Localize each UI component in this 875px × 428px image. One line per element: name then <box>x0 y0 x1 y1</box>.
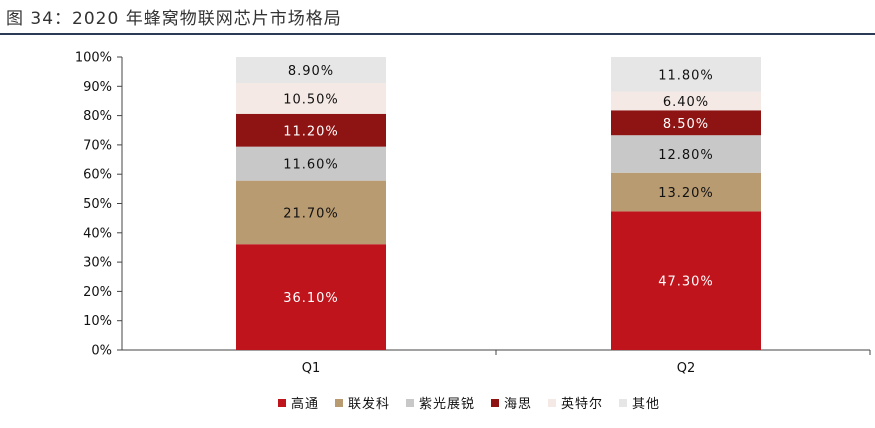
bar-segment <box>236 57 386 84</box>
legend-label: 联发科 <box>348 396 390 412</box>
y-tick-label: 40% <box>83 226 112 241</box>
data-label: 8.50% <box>663 117 709 132</box>
legend-label: 高通 <box>291 396 319 412</box>
legend-label: 海思 <box>504 397 532 412</box>
legend: 高通 联发科 紫光展锐 海思 英特尔 其他 <box>278 396 660 412</box>
data-label: 11.20% <box>283 124 339 139</box>
data-label: 10.50% <box>283 92 339 107</box>
data-label: 21.70% <box>283 206 339 221</box>
bar-segment <box>611 110 761 136</box>
bars-layer: 36.10% 21.70% 11.60% 11.20% 10.50% 8.90% 47.30… <box>236 57 761 350</box>
legend-swatch <box>491 399 499 407</box>
bar-segment <box>611 57 761 92</box>
bar-segment <box>236 244 386 350</box>
bar-segment <box>611 135 761 173</box>
data-label: 11.80% <box>658 68 714 83</box>
data-label: 47.30% <box>658 275 714 290</box>
x-tick-label: Q1 <box>302 361 321 376</box>
legend-swatch <box>548 399 556 407</box>
legend-label: 其他 <box>632 397 660 412</box>
legend-swatch <box>619 399 627 407</box>
bar-segment <box>611 91 761 111</box>
legend-swatch <box>406 399 414 407</box>
legend-swatch <box>335 399 343 407</box>
data-label: 12.80% <box>658 148 714 163</box>
bar-segment <box>236 180 386 245</box>
y-tick-label: 90% <box>83 80 112 95</box>
bar-segment <box>611 211 761 350</box>
legend-swatch <box>278 399 286 407</box>
bar-segment <box>236 113 386 147</box>
y-tick-label: 60% <box>83 168 112 183</box>
bar-segment <box>236 83 386 114</box>
axis-layer: 0% 10% 20% 30% 40% 50% 60% 70% 80% 90% 100% Q1 Q2 <box>75 51 871 376</box>
y-tick-label: 80% <box>83 109 112 124</box>
data-label: 36.10% <box>283 291 339 306</box>
bar-segment <box>236 146 386 181</box>
data-label: 13.20% <box>658 186 714 201</box>
y-tick-label: 0% <box>91 344 112 359</box>
y-tick-label: 70% <box>83 138 112 153</box>
y-tick-label: 50% <box>83 197 112 212</box>
figure-title: 图 34：2020 年蜂窝物联网芯片市场格局 <box>6 9 342 29</box>
data-label: 11.60% <box>283 158 339 173</box>
legend-label: 英特尔 <box>561 397 603 412</box>
data-label: 8.90% <box>288 64 334 79</box>
y-tick-label: 30% <box>83 256 112 271</box>
bar-segment <box>611 172 761 212</box>
title-divider <box>0 33 875 35</box>
x-tick-label: Q2 <box>677 361 696 376</box>
y-tick-label: 100% <box>75 51 112 66</box>
legend-label: 紫光展锐 <box>419 397 475 412</box>
y-tick-label: 10% <box>83 314 112 329</box>
data-label: 6.40% <box>663 95 709 110</box>
y-tick-label: 20% <box>83 285 112 300</box>
